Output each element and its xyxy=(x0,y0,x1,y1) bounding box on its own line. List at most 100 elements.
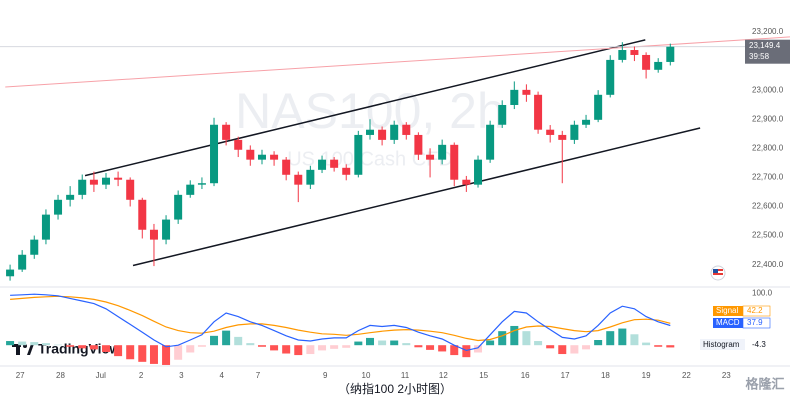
x-tick-label: 15 xyxy=(479,371,488,380)
histogram-bar xyxy=(546,345,555,349)
histogram-bar xyxy=(342,345,351,348)
countdown: 39:58 xyxy=(749,52,770,61)
x-tick-label: 17 xyxy=(561,371,570,380)
histogram-bar xyxy=(54,344,63,346)
candle-body xyxy=(282,159,291,175)
candle-body xyxy=(246,149,255,160)
histogram-bar xyxy=(498,331,507,346)
histogram-bar xyxy=(138,345,147,362)
candle-body xyxy=(126,179,135,200)
histogram-bar xyxy=(450,345,459,356)
histogram-bar xyxy=(234,336,243,346)
candle-body xyxy=(438,144,447,160)
histogram-bar xyxy=(354,341,363,346)
candle-body xyxy=(666,46,675,62)
candle-body xyxy=(54,199,63,215)
histogram-bar xyxy=(426,345,435,350)
legend-value: 37.9 xyxy=(747,318,763,327)
y-tick-label: 22,500.0 xyxy=(752,231,784,240)
price-tag-label: 23,149.4 xyxy=(749,41,781,50)
candle-body xyxy=(426,154,435,160)
candle-body xyxy=(41,214,50,240)
candle-body xyxy=(102,177,111,185)
histogram-bar xyxy=(522,331,531,346)
candle-body xyxy=(186,184,195,195)
x-tick-label: 27 xyxy=(16,371,25,380)
caption: （纳指100 2小时图） xyxy=(338,381,452,396)
histogram-bar xyxy=(66,345,75,347)
watermark-brand: 格隆汇 xyxy=(745,376,784,391)
candle-body xyxy=(618,50,627,60)
candle-body xyxy=(534,94,543,130)
histogram-bar xyxy=(306,345,315,355)
legend-name: Histogram xyxy=(703,340,740,349)
candle-body xyxy=(594,94,603,120)
y-tick-label: 22,600.0 xyxy=(752,202,784,211)
histogram-bar xyxy=(618,328,627,346)
histogram-bar xyxy=(222,330,231,346)
candle-body xyxy=(462,179,471,185)
histogram-bar xyxy=(257,345,266,347)
histogram-bar xyxy=(210,335,219,346)
x-tick-label: 18 xyxy=(601,371,610,380)
legend-value-box xyxy=(742,305,771,317)
candle-body xyxy=(654,61,663,70)
candle-body xyxy=(270,154,279,160)
candle-body xyxy=(630,50,639,55)
candle-body xyxy=(366,129,375,135)
candle-body xyxy=(162,219,171,240)
histogram-bar xyxy=(378,340,387,346)
y-tick-label: 22,800.0 xyxy=(752,143,784,152)
candle-body xyxy=(174,194,183,220)
x-tick-label: 7 xyxy=(256,371,261,380)
candle-body xyxy=(354,134,363,175)
watermark-subtitle: US 100 Cash CFD xyxy=(287,148,453,170)
y-tick-label: 23,200.0 xyxy=(752,27,784,36)
histogram-bar xyxy=(510,325,519,346)
histogram-bar xyxy=(89,345,98,350)
candle-body xyxy=(66,194,75,200)
candle-body xyxy=(6,269,15,277)
histogram-bar xyxy=(402,343,411,346)
histogram-bar xyxy=(570,345,579,354)
histogram-bar xyxy=(642,342,651,346)
histogram-bar xyxy=(197,345,206,347)
histogram-bar xyxy=(414,345,423,348)
candle-body xyxy=(30,239,39,255)
y-tick-label: 100.0 xyxy=(752,288,773,297)
candle-body xyxy=(558,134,567,140)
candle-body xyxy=(197,183,206,185)
x-tick-label: 3 xyxy=(179,371,184,380)
histogram-bar xyxy=(294,345,303,356)
candle-body xyxy=(642,54,651,70)
histogram-bar xyxy=(126,345,135,360)
legend-box xyxy=(700,339,745,350)
trendline xyxy=(5,36,790,88)
candle-body xyxy=(498,104,507,125)
x-tick-label: 28 xyxy=(56,371,65,380)
histogram-bar xyxy=(558,345,567,355)
histogram-bar xyxy=(438,345,447,352)
histogram-bar xyxy=(114,345,123,357)
histogram-bar xyxy=(594,340,603,346)
histogram-bar xyxy=(366,337,375,346)
candle-body xyxy=(18,254,27,270)
candle-body xyxy=(89,179,98,185)
candle-body xyxy=(222,124,231,140)
candle-body xyxy=(414,134,423,155)
histogram-bar xyxy=(654,345,663,347)
candle-body xyxy=(450,144,459,180)
candle-body xyxy=(318,159,327,170)
candle-body xyxy=(210,124,219,184)
candle-body xyxy=(78,179,87,195)
candle-body xyxy=(486,124,495,160)
y-tick-label: 22,900.0 xyxy=(752,114,784,123)
histogram-bar xyxy=(534,341,543,346)
candle-body xyxy=(390,124,399,140)
candle-body xyxy=(510,89,519,105)
legend-box xyxy=(713,306,743,316)
histogram-bar xyxy=(282,345,291,354)
candle-body xyxy=(306,169,315,185)
candle-body xyxy=(330,159,339,168)
